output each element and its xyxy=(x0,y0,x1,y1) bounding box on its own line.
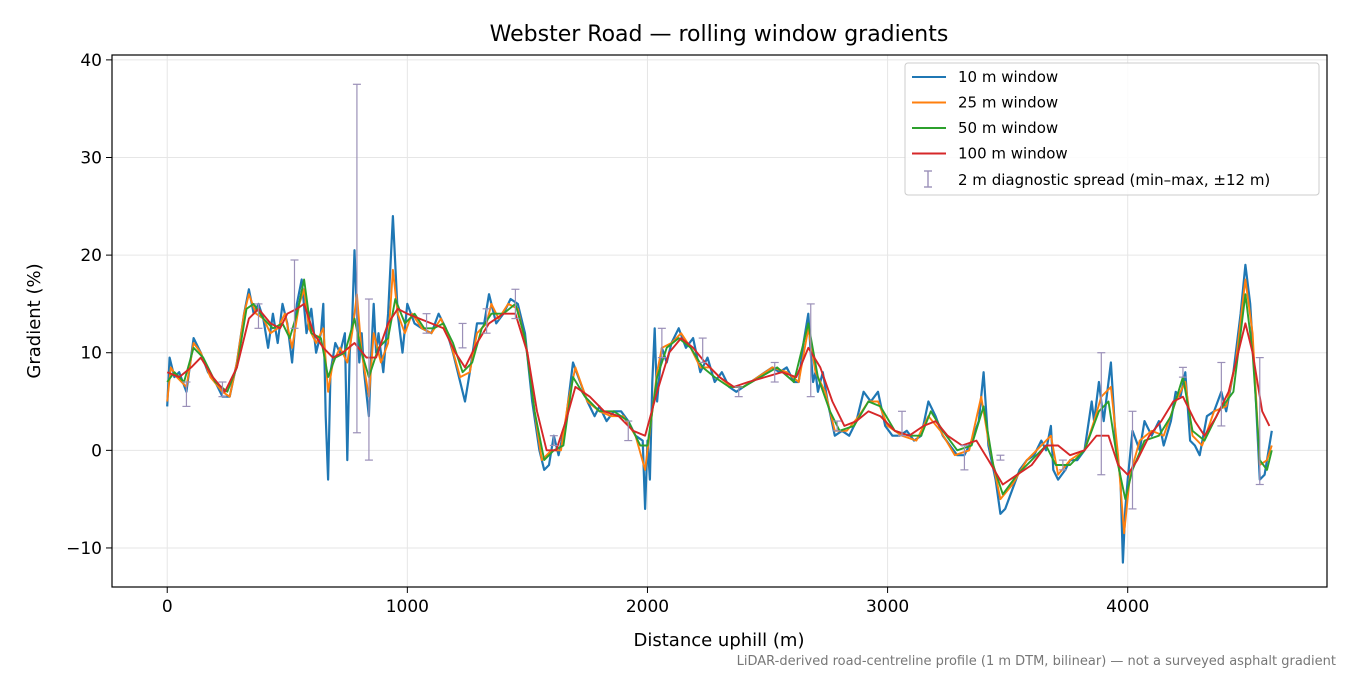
x-tick-label: 4000 xyxy=(1106,597,1149,617)
legend-label: 50 m window xyxy=(958,119,1058,137)
x-tick-label: 3000 xyxy=(866,597,909,617)
chart-title: Webster Road — rolling window gradients xyxy=(490,22,949,47)
x-tick-label: 1000 xyxy=(386,597,429,617)
plot-frame xyxy=(111,54,1328,588)
series-line xyxy=(166,302,1271,486)
legend: 10 m window 25 m window 50 m window 100 m w… xyxy=(904,62,1320,196)
y-tick-label: 40 xyxy=(80,51,102,71)
y-tick-label: 20 xyxy=(80,246,102,266)
y-axis-ticks: −10 0 10 20 30 40 xyxy=(66,51,112,559)
footnote: LiDAR-derived road-centreline profile (1… xyxy=(737,654,1336,669)
errorbar-series xyxy=(182,83,1264,510)
x-tick-label: 2000 xyxy=(626,597,669,617)
y-tick-label: −10 xyxy=(66,539,102,559)
x-axis-ticks: 0 1000 2000 3000 4000 xyxy=(162,587,1149,617)
series-line xyxy=(166,215,1273,564)
x-axis-label: Distance uphill (m) xyxy=(634,630,805,651)
legend-label: 100 m window xyxy=(958,145,1068,163)
y-tick-label: 0 xyxy=(91,441,102,461)
y-axis-label: Gradient (%) xyxy=(24,263,45,378)
series-layer xyxy=(166,83,1273,564)
x-tick-label: 0 xyxy=(162,597,173,617)
series-line xyxy=(166,278,1273,501)
legend-label: 2 m diagnostic spread (min–max, ±12 m) xyxy=(958,171,1270,189)
y-tick-label: 30 xyxy=(80,148,102,168)
legend-label: 25 m window xyxy=(958,94,1058,112)
legend-box xyxy=(904,62,1320,196)
y-tick-label: 10 xyxy=(80,344,102,364)
legend-label: 10 m window xyxy=(958,68,1058,86)
